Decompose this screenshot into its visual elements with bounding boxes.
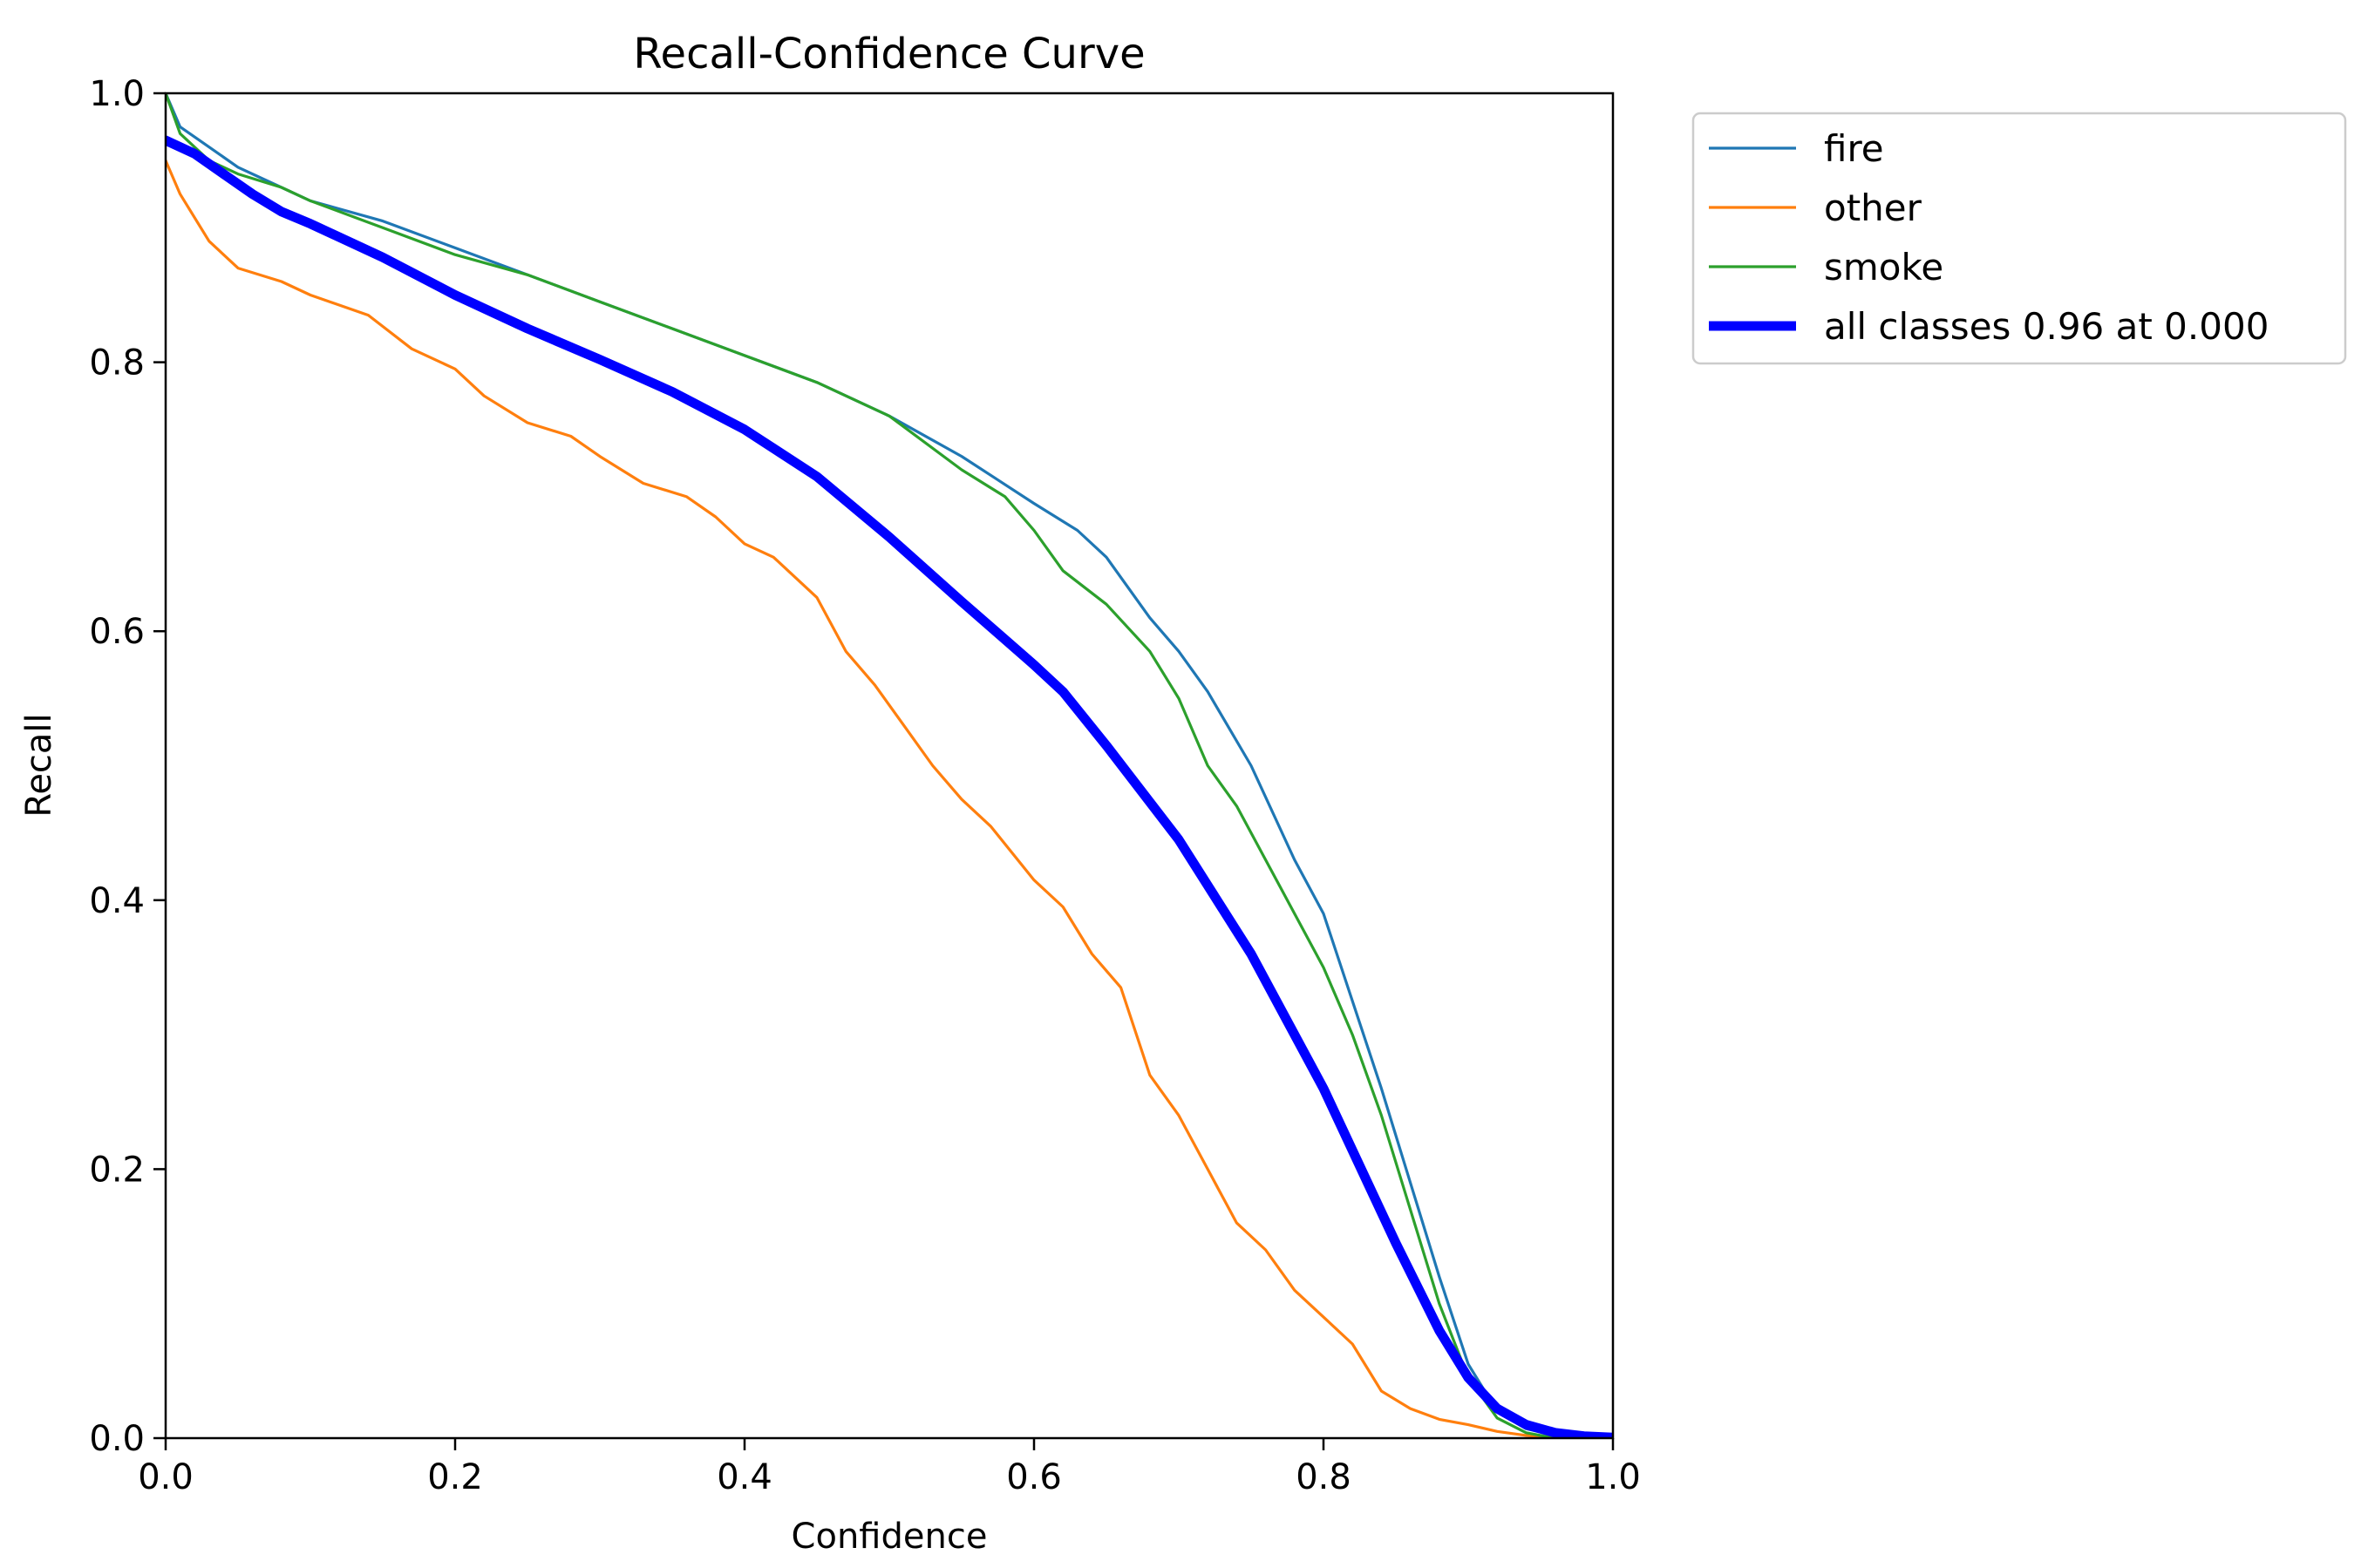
legend-label-2: smoke	[1824, 246, 1943, 288]
y-axis-ticks: 0.0 0.2 0.4 0.6 0.8 1.0	[89, 74, 166, 1459]
chart-title: Recall-Confidence Curve	[633, 30, 1145, 78]
x-tick-label: 1.0	[1585, 1457, 1641, 1497]
legend-label-3: all classes 0.96 at 0.000	[1824, 305, 2269, 348]
x-tick-label: 0.6	[1006, 1457, 1062, 1497]
y-tick-label: 0.4	[89, 881, 145, 921]
x-tick-label: 0.4	[717, 1457, 772, 1497]
series-line-0	[166, 93, 1613, 1438]
legend-items: fire other smoke all classes 0.96 at 0.000	[1709, 127, 2269, 348]
legend-label-1: other	[1824, 187, 1922, 229]
plot-area	[166, 93, 1613, 1438]
x-axis-ticks: 0.0 0.2 0.4 0.6 0.8 1.0	[138, 1438, 1641, 1497]
y-tick-label: 0.2	[89, 1150, 145, 1190]
series-line-1	[166, 159, 1557, 1438]
plot-frame	[164, 92, 1615, 1440]
x-axis-label: Confidence	[792, 1517, 988, 1557]
legend: fire other smoke all classes 0.96 at 0.000	[1691, 112, 2347, 365]
y-tick-label: 0.8	[89, 343, 145, 384]
series-line-2	[166, 93, 1557, 1438]
x-tick-label: 0.2	[427, 1457, 483, 1497]
series-line-3	[166, 135, 1613, 1438]
x-tick-label: 0.0	[138, 1457, 194, 1497]
legend-label-0: fire	[1824, 127, 1884, 170]
y-tick-label: 0.6	[89, 612, 145, 652]
y-tick-label: 1.0	[89, 74, 145, 114]
y-tick-label: 0.0	[89, 1419, 145, 1459]
legend-box	[1691, 112, 2347, 365]
x-tick-label: 0.8	[1296, 1457, 1351, 1497]
series-layer	[166, 93, 1613, 1438]
y-axis-label: Recall	[19, 713, 59, 817]
